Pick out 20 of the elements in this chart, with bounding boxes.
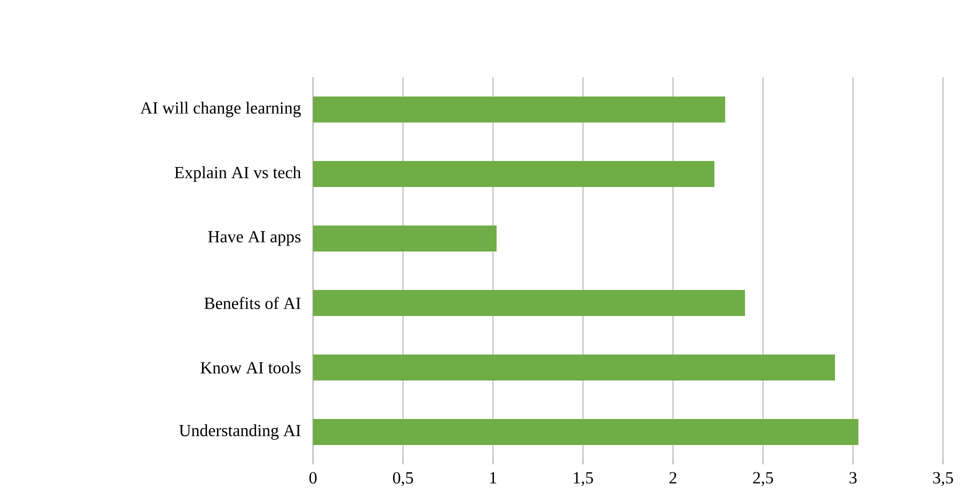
y-tick-label: AI will change learning — [140, 102, 301, 118]
bar — [313, 419, 858, 446]
bar — [313, 96, 726, 123]
x-tick-label: 0 — [309, 472, 317, 484]
y-tick-label: Have AI apps — [208, 231, 301, 246]
y-tick-label: Know AI tools — [200, 362, 301, 374]
bar — [313, 226, 497, 252]
x-tick-label: 1,5 — [574, 472, 593, 486]
y-tick-label: Understanding AI — [179, 424, 301, 440]
x-tick-label: 0,5 — [393, 472, 413, 486]
x-tick-label: 2 — [670, 472, 676, 484]
bar — [313, 161, 714, 188]
y-tick-label: Explain AI vs tech — [174, 166, 301, 182]
x-tick-label: 3,5 — [933, 472, 953, 486]
bar — [313, 354, 836, 381]
x-tick-label: 1 — [490, 472, 496, 484]
y-tick-label: Benefits of AI — [204, 297, 301, 310]
x-tick-label: 2,5 — [753, 472, 773, 486]
x-tick-label: 3 — [850, 472, 857, 484]
bar — [313, 290, 746, 316]
